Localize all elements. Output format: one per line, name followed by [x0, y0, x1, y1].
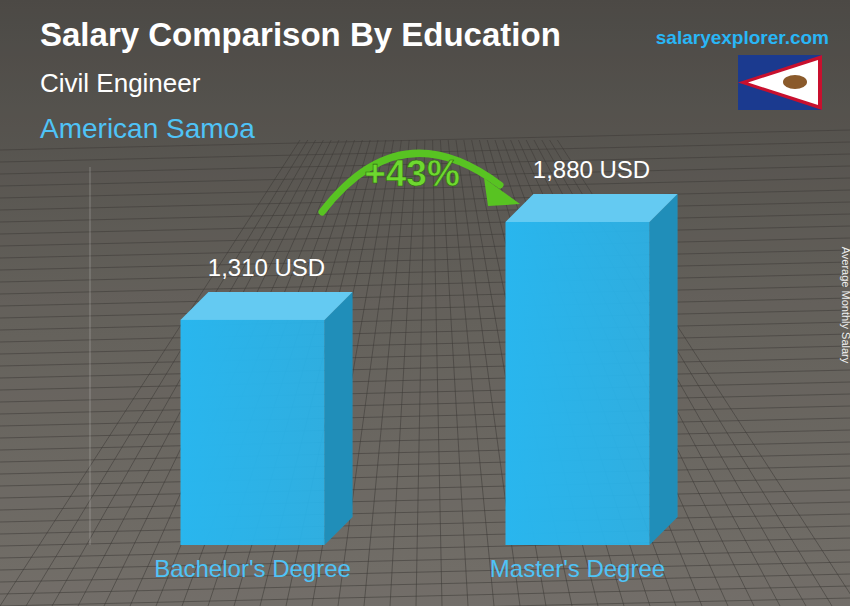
flag	[738, 55, 822, 110]
category-label: Master's Degree	[490, 555, 665, 582]
source: salaryexplorer.com	[656, 27, 829, 48]
y-axis-label: Average Monthly Salary	[840, 247, 850, 364]
bar-side-shade	[650, 194, 678, 545]
bar-side	[650, 194, 678, 545]
bar-front	[181, 320, 325, 545]
change-arrow	[322, 153, 520, 212]
flag-eagle	[783, 75, 807, 89]
bar-side-shade	[325, 292, 353, 545]
chart: 1,310 USD 1,880 USD Bachelor's Degree Maste…	[0, 0, 850, 606]
bar-side	[325, 292, 353, 545]
annotation: +43%	[364, 153, 460, 194]
title: Salary Comparison By Education	[40, 16, 561, 53]
category-label: Bachelor's Degree	[154, 555, 351, 582]
flag-white	[748, 60, 818, 105]
background-shade	[0, 0, 850, 606]
bar-top	[181, 292, 353, 320]
bar	[506, 194, 678, 545]
flag-field	[738, 55, 822, 110]
y-axis-line	[90, 167, 91, 545]
data-label: 1,310 USD	[208, 254, 325, 281]
arrow-head	[484, 178, 520, 206]
bars	[181, 194, 678, 545]
bar	[181, 292, 353, 545]
flag-red	[738, 55, 822, 110]
subtitle: Civil Engineer	[40, 68, 201, 98]
arrow-curve	[322, 153, 500, 212]
bar-top	[506, 194, 678, 222]
location: American Samoa	[40, 113, 255, 144]
background	[0, 0, 850, 606]
bar-top-light	[181, 292, 353, 320]
bar-top-light	[506, 194, 678, 222]
bar-front	[506, 222, 650, 545]
data-label: 1,880 USD	[533, 156, 650, 183]
